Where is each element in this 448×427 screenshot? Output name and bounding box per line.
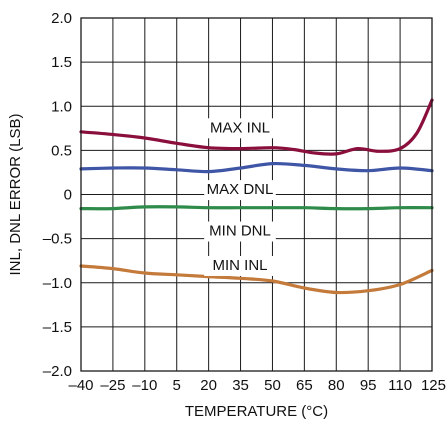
y-tick-label: 1.5: [51, 54, 72, 71]
y-tick-label: –0.5: [43, 231, 72, 248]
max-dnl-label-bg: [204, 180, 276, 201]
x-tick-label: 110: [388, 377, 412, 394]
x-tick-label: 125: [421, 377, 446, 394]
x-tick-label: 95: [360, 377, 377, 394]
y-tick-label: 0: [64, 187, 72, 204]
min-dnl-label-bg: [204, 221, 276, 242]
min-dnl-label: MIN DNL: [209, 223, 271, 240]
x-tick-label: –10: [132, 377, 157, 394]
y-tick-label: 0.5: [51, 142, 72, 159]
x-tick-label: 80: [328, 377, 345, 394]
x-tick-label: 65: [296, 377, 313, 394]
max-inl-line: [79, 98, 434, 156]
min-dnl-line: [79, 205, 434, 211]
x-tick-label: 50: [264, 377, 281, 394]
x-axis-label: TEMPERATURE (°C): [185, 403, 328, 420]
y-tick-label: –1.0: [43, 275, 72, 292]
y-axis-label: INL, DNL ERROR (LSB): [7, 114, 24, 276]
max-inl-label-bg: [204, 118, 276, 139]
x-tick-label: 5: [173, 377, 181, 394]
min-inl-label-bg: [204, 255, 276, 276]
x-tick-label: –40: [68, 377, 93, 394]
x-tick-label: –25: [100, 377, 125, 394]
x-tick-label: 35: [232, 377, 249, 394]
y-tick-label: 2.0: [51, 10, 72, 27]
tick-labels: 2.0 1.5 1.0 0.5 0 –0.5 –1.0 –1.5 –2.0–40 –25 –10 5 2…: [43, 10, 446, 394]
plot-area: [79, 98, 434, 295]
plot-frame: [80, 17, 433, 372]
x-tick-label: 20: [200, 377, 217, 394]
series-labels: MAX INL MAX DNL MIN DNL MIN INL: [204, 118, 276, 276]
y-tick-label: 1.0: [51, 98, 72, 115]
max-dnl-label: MAX DNL: [207, 181, 274, 198]
max-dnl-line: [79, 161, 434, 174]
min-inl-line: [79, 264, 434, 295]
y-tick-label: –2.0: [43, 363, 72, 380]
y-tick-label: –1.5: [43, 319, 72, 336]
min-inl-label: MIN INL: [212, 257, 267, 274]
max-inl-label: MAX INL: [210, 119, 270, 136]
